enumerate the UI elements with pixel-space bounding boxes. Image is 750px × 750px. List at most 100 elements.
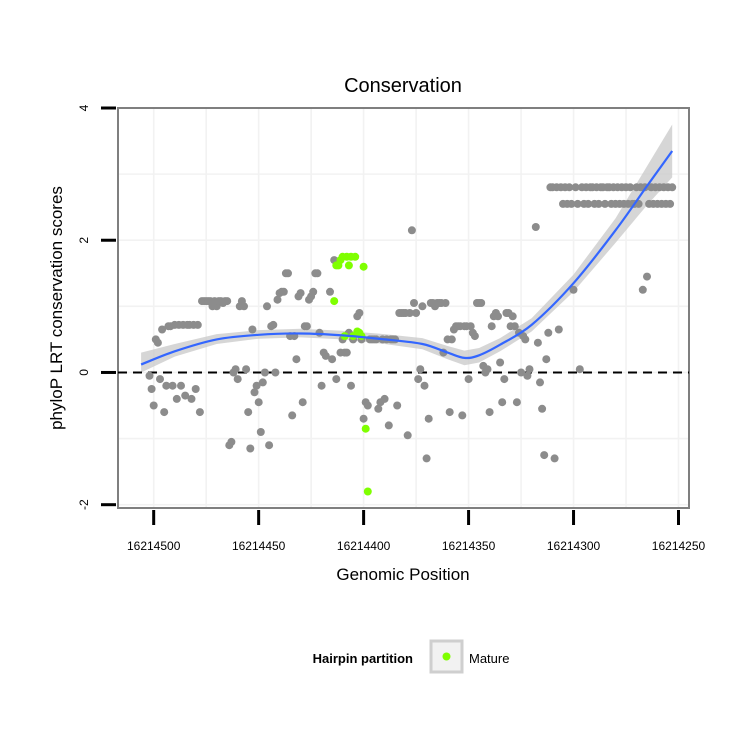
background-point-152 bbox=[470, 332, 479, 341]
background-point-230 bbox=[638, 285, 647, 294]
background-point-159 bbox=[485, 408, 494, 417]
background-point-212 bbox=[601, 199, 609, 208]
background-point-60 bbox=[271, 368, 280, 377]
background-point-224 bbox=[626, 183, 635, 192]
y-tick-label-3: 4 bbox=[77, 104, 91, 111]
background-point-170 bbox=[508, 312, 517, 321]
background-point-20 bbox=[187, 394, 196, 403]
background-point-82 bbox=[317, 381, 326, 390]
background-point-92 bbox=[342, 348, 351, 357]
confidence-band-layer bbox=[141, 124, 673, 373]
background-point-56 bbox=[263, 302, 271, 311]
background-point-146 bbox=[458, 411, 467, 420]
grid-lines bbox=[118, 108, 689, 508]
background-point-6 bbox=[158, 325, 167, 334]
background-point-174 bbox=[517, 368, 526, 377]
background-point-127 bbox=[418, 302, 427, 311]
background-point-122 bbox=[407, 226, 416, 235]
background-point-50 bbox=[250, 388, 259, 397]
background-point-53 bbox=[256, 428, 265, 436]
background-point-73 bbox=[298, 398, 307, 407]
background-point-165 bbox=[498, 398, 507, 407]
background-point-55 bbox=[260, 368, 269, 377]
background-point-166 bbox=[500, 375, 509, 384]
background-point-88 bbox=[332, 375, 341, 384]
background-point-49 bbox=[248, 325, 257, 334]
mature-point-10 bbox=[351, 252, 360, 261]
background-point-7 bbox=[160, 408, 169, 417]
background-point-171 bbox=[510, 322, 519, 331]
background-point-196 bbox=[567, 199, 576, 208]
background-point-164 bbox=[496, 358, 505, 367]
background-point-150 bbox=[466, 322, 475, 331]
smooth-line bbox=[140, 150, 674, 366]
background-point-184 bbox=[542, 355, 551, 364]
y-tick-label-0: -2 bbox=[77, 499, 91, 510]
background-point-106 bbox=[374, 404, 383, 413]
background-point-126 bbox=[416, 365, 425, 374]
legend: Hairpin partition Mature bbox=[313, 639, 509, 674]
background-point-59 bbox=[269, 320, 278, 329]
background-point-24 bbox=[195, 408, 204, 417]
background-point-183 bbox=[540, 451, 549, 460]
background-point-172 bbox=[512, 398, 521, 407]
background-point-128 bbox=[420, 381, 429, 390]
background-point-11 bbox=[168, 381, 177, 390]
points-layer bbox=[145, 183, 677, 496]
background-point-70 bbox=[292, 355, 301, 364]
background-point-199 bbox=[573, 199, 582, 208]
legend-key-mature bbox=[442, 652, 451, 661]
legend-title: Hairpin partition bbox=[313, 651, 413, 666]
background-point-13 bbox=[172, 394, 181, 403]
x-tick-label-1: 16214450 bbox=[232, 539, 286, 553]
background-point-15 bbox=[177, 381, 185, 390]
background-point-158 bbox=[483, 365, 492, 374]
x-tick-label-3: 16214350 bbox=[442, 539, 496, 553]
background-point-141 bbox=[447, 335, 456, 344]
background-point-124 bbox=[412, 309, 421, 317]
background-point-80 bbox=[313, 269, 322, 278]
y-axis-title: phyloP LRT conservation scores bbox=[47, 186, 66, 430]
background-point-0 bbox=[145, 371, 154, 380]
background-point-72 bbox=[296, 289, 305, 298]
background-point-48 bbox=[246, 444, 255, 453]
background-point-182 bbox=[538, 404, 547, 413]
background-point-22 bbox=[191, 385, 200, 393]
background-point-160 bbox=[487, 322, 496, 331]
background-point-111 bbox=[384, 421, 393, 430]
legend-label-mature: Mature bbox=[469, 651, 509, 666]
background-point-176 bbox=[521, 335, 530, 344]
x-tick-label-5: 16214250 bbox=[652, 539, 706, 553]
background-point-195 bbox=[565, 183, 574, 192]
background-point-46 bbox=[242, 365, 251, 374]
background-point-94 bbox=[347, 381, 355, 390]
smooth-line-layer bbox=[140, 150, 674, 366]
mature-point-0 bbox=[330, 297, 339, 306]
background-point-51 bbox=[252, 381, 261, 390]
background-point-188 bbox=[550, 454, 559, 463]
background-point-149 bbox=[464, 375, 473, 384]
x-axis-title: Genomic Position bbox=[336, 565, 469, 584]
legend-key-box bbox=[429, 639, 464, 674]
background-point-45 bbox=[240, 302, 248, 311]
mature-point-14 bbox=[359, 262, 368, 271]
background-point-41 bbox=[231, 365, 240, 374]
background-point-57 bbox=[265, 441, 274, 450]
background-point-2 bbox=[149, 401, 158, 410]
background-point-243 bbox=[666, 199, 675, 208]
background-point-52 bbox=[254, 398, 263, 407]
background-point-209 bbox=[594, 199, 603, 208]
background-point-178 bbox=[525, 365, 534, 374]
plot-panel bbox=[117, 107, 690, 509]
background-point-97 bbox=[355, 309, 364, 317]
background-point-54 bbox=[258, 378, 267, 387]
background-point-85 bbox=[326, 287, 334, 296]
background-point-121 bbox=[405, 309, 414, 317]
mature-point-7 bbox=[344, 261, 353, 270]
background-point-39 bbox=[227, 437, 236, 446]
background-point-17 bbox=[181, 391, 190, 400]
background-point-5 bbox=[156, 375, 164, 384]
chart-title: Conservation bbox=[344, 75, 462, 97]
background-point-180 bbox=[533, 338, 542, 347]
